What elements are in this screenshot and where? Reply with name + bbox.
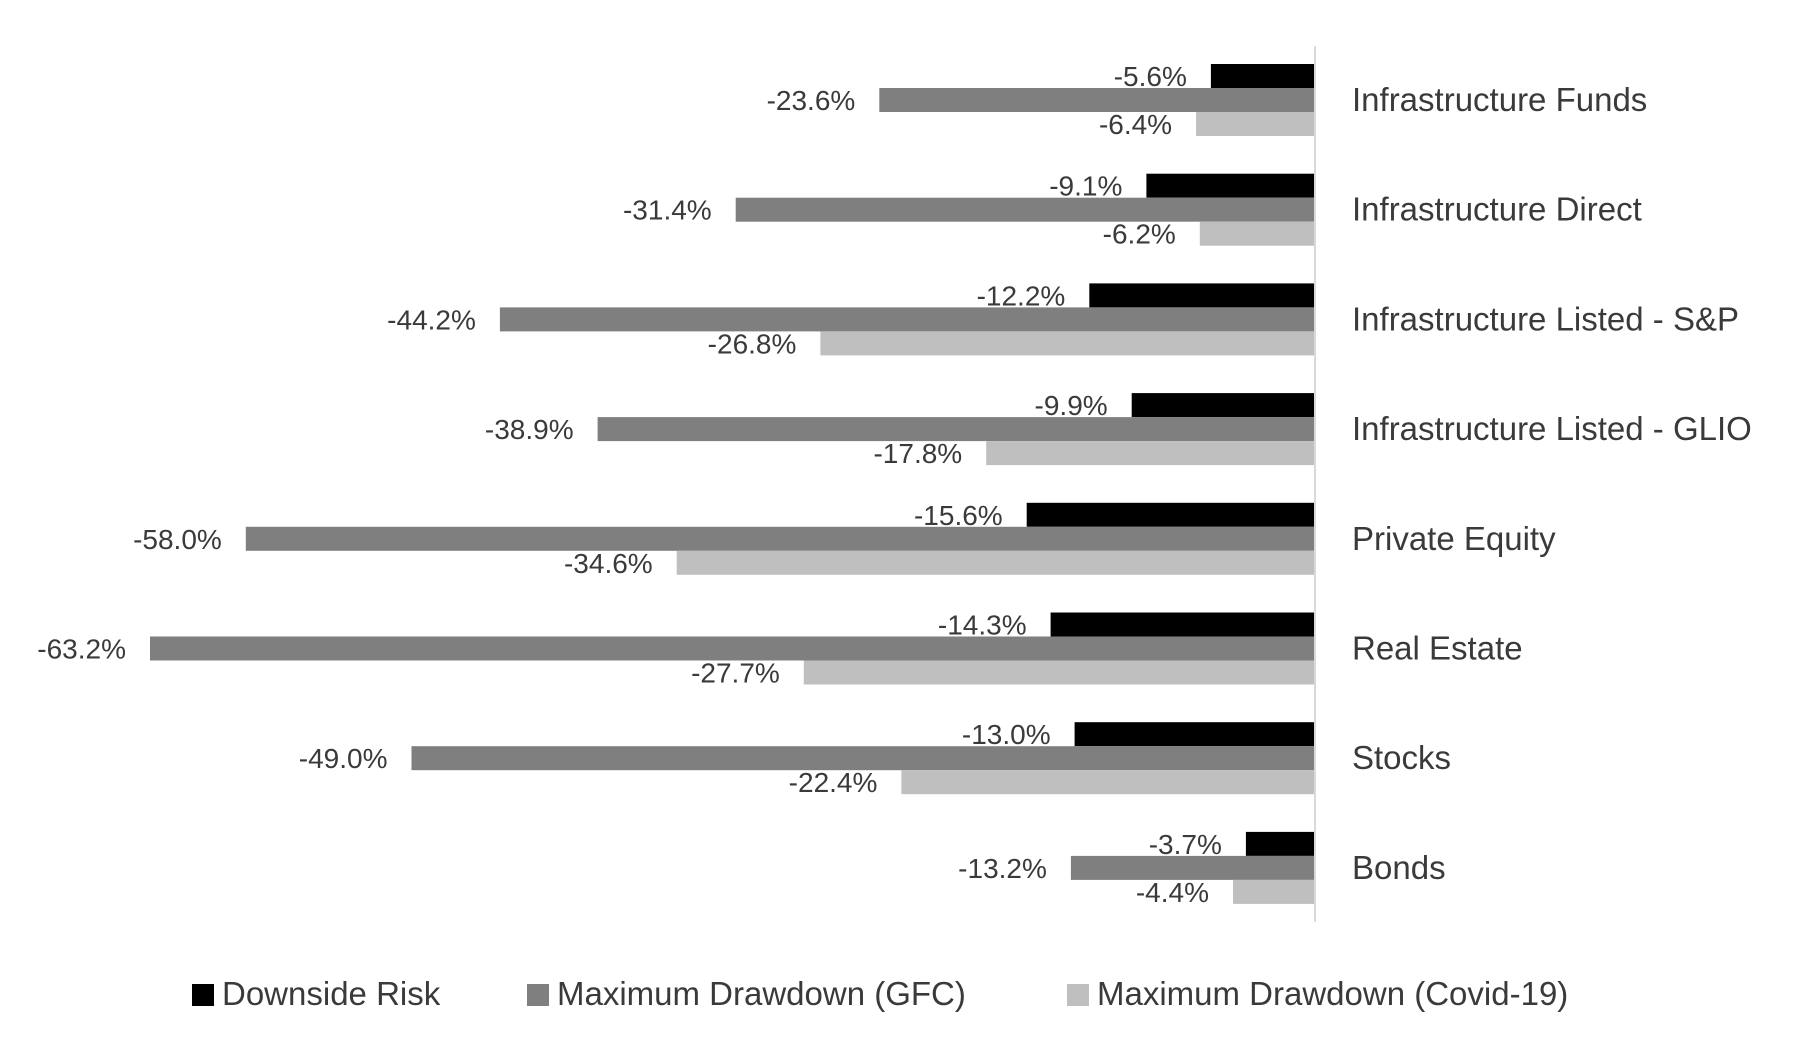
data-label-downside-risk-infrastructure-direct: -9.1% <box>1049 171 1122 202</box>
bar-downside-risk-infrastructure-listed-glio <box>1131 393 1314 418</box>
bar-maximum-drawdown-covid-19-stocks <box>901 770 1314 795</box>
bar-downside-risk-infrastructure-funds <box>1210 64 1314 88</box>
category-label-bonds: Bonds <box>1352 849 1446 886</box>
legend-item-maximum-drawdown-covid-19: Maximum Drawdown (Covid-19) <box>1067 975 1568 1012</box>
category-label-infrastructure-direct: Infrastructure Direct <box>1352 191 1642 228</box>
data-label-maximum-drawdown-covid-19-real-estate: -27.7% <box>691 658 780 689</box>
category-label-real-estate: Real Estate <box>1352 630 1523 667</box>
data-label-maximum-drawdown-covid-19-infrastructure-listed-glio: -17.8% <box>873 438 962 469</box>
bar-maximum-drawdown-gfc-infrastructure-funds <box>879 88 1314 112</box>
data-label-downside-risk-private-equity: -15.6% <box>914 500 1003 531</box>
bar-maximum-drawdown-gfc-real-estate <box>150 636 1314 661</box>
bar-downside-risk-infrastructure-direct <box>1146 173 1314 198</box>
bar-maximum-drawdown-covid-19-infrastructure-funds <box>1196 112 1314 136</box>
bar-downside-risk-infrastructure-listed-s-p <box>1089 283 1314 308</box>
data-label-maximum-drawdown-gfc-infrastructure-listed-s-p: -44.2% <box>387 304 476 335</box>
bar-maximum-drawdown-covid-19-private-equity <box>676 550 1314 575</box>
data-labels-layer: -5.6% -23.6% -6.4% -9.1% -31.4% -6.2% -12.2% -4… <box>37 61 1222 908</box>
legend: Downside Risk Maximum Drawdown (GFC) Maxim… <box>192 975 1568 1012</box>
data-label-downside-risk-infrastructure-listed-s-p: -12.2% <box>977 280 1066 311</box>
data-label-downside-risk-bonds: -3.7% <box>1149 829 1222 860</box>
bar-maximum-drawdown-covid-19-infrastructure-direct <box>1199 221 1314 246</box>
data-label-maximum-drawdown-covid-19-private-equity: -34.6% <box>564 548 653 579</box>
category-label-infrastructure-listed-s-p: Infrastructure Listed - S&P <box>1352 300 1739 337</box>
legend-item-downside-risk: Downside Risk <box>192 975 441 1012</box>
bar-maximum-drawdown-gfc-infrastructure-listed-glio <box>597 417 1314 442</box>
bar-maximum-drawdown-gfc-infrastructure-listed-s-p <box>499 307 1314 332</box>
data-label-downside-risk-infrastructure-funds: -5.6% <box>1114 61 1187 92</box>
bar-maximum-drawdown-covid-19-bonds <box>1233 879 1314 904</box>
category-labels-layer: Infrastructure Funds Infrastructure Direc… <box>1352 81 1752 886</box>
legend-item-maximum-drawdown-gfc: Maximum Drawdown (GFC) <box>527 975 966 1012</box>
legend-label-maximum-drawdown-gfc: Maximum Drawdown (GFC) <box>557 975 966 1012</box>
data-label-downside-risk-real-estate: -14.3% <box>938 610 1027 641</box>
data-label-maximum-drawdown-covid-19-infrastructure-listed-s-p: -26.8% <box>708 328 797 359</box>
bar-downside-risk-private-equity <box>1026 502 1314 527</box>
legend-swatch-maximum-drawdown-gfc <box>527 984 549 1006</box>
bar-maximum-drawdown-gfc-stocks <box>411 746 1314 771</box>
data-label-maximum-drawdown-gfc-infrastructure-direct: -31.4% <box>623 195 712 226</box>
category-label-infrastructure-funds: Infrastructure Funds <box>1352 81 1647 118</box>
data-label-maximum-drawdown-covid-19-stocks: -22.4% <box>789 767 878 798</box>
category-label-stocks: Stocks <box>1352 739 1451 776</box>
data-label-downside-risk-infrastructure-listed-glio: -9.9% <box>1035 390 1108 421</box>
bar-maximum-drawdown-gfc-infrastructure-direct <box>735 197 1314 222</box>
data-label-maximum-drawdown-covid-19-bonds: -4.4% <box>1136 877 1209 908</box>
bar-maximum-drawdown-gfc-private-equity <box>245 526 1314 551</box>
legend-label-downside-risk: Downside Risk <box>222 975 441 1012</box>
bar-downside-risk-stocks <box>1074 722 1314 747</box>
legend-swatch-maximum-drawdown-covid-19 <box>1067 984 1089 1006</box>
bar-downside-risk-bonds <box>1245 831 1314 856</box>
bar-maximum-drawdown-covid-19-infrastructure-listed-s-p <box>820 331 1314 356</box>
bar-maximum-drawdown-covid-19-infrastructure-listed-glio <box>986 441 1314 466</box>
data-label-maximum-drawdown-gfc-private-equity: -58.0% <box>133 524 222 555</box>
bars-layer <box>150 64 1314 904</box>
category-label-infrastructure-listed-glio: Infrastructure Listed - GLIO <box>1352 410 1752 447</box>
data-label-maximum-drawdown-covid-19-infrastructure-direct: -6.2% <box>1103 219 1176 250</box>
bar-downside-risk-real-estate <box>1050 612 1314 637</box>
legend-label-maximum-drawdown-covid-19: Maximum Drawdown (Covid-19) <box>1097 975 1568 1012</box>
category-label-private-equity: Private Equity <box>1352 520 1556 557</box>
data-label-maximum-drawdown-gfc-infrastructure-listed-glio: -38.9% <box>485 414 574 445</box>
data-label-maximum-drawdown-gfc-bonds: -13.2% <box>958 853 1047 884</box>
data-label-maximum-drawdown-gfc-real-estate: -63.2% <box>37 634 126 665</box>
data-label-downside-risk-stocks: -13.0% <box>962 719 1051 750</box>
bar-maximum-drawdown-gfc-bonds <box>1070 855 1314 880</box>
data-label-maximum-drawdown-covid-19-infrastructure-funds: -6.4% <box>1099 109 1172 140</box>
bar-maximum-drawdown-covid-19-real-estate <box>803 660 1314 685</box>
legend-swatch-downside-risk <box>192 984 214 1006</box>
data-label-maximum-drawdown-gfc-infrastructure-funds: -23.6% <box>767 85 856 116</box>
data-label-maximum-drawdown-gfc-stocks: -49.0% <box>299 743 388 774</box>
